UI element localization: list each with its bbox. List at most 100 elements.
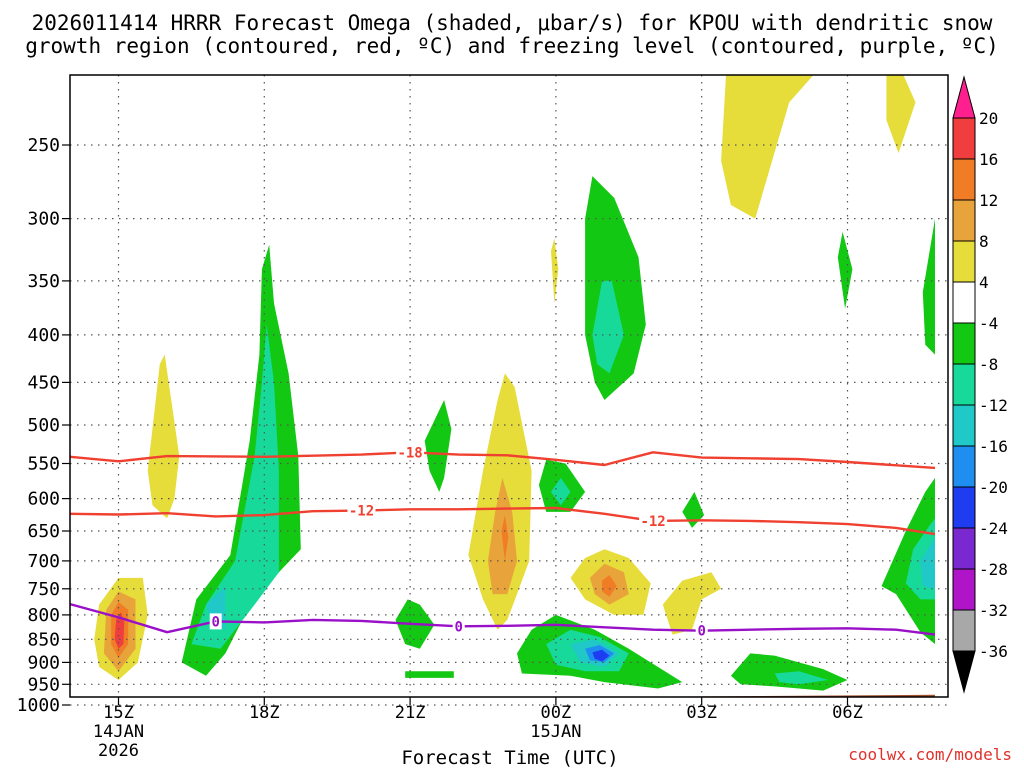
contour-label-3: 0: [211, 614, 219, 630]
omega-region-34: [881, 477, 935, 645]
colorbar-segment-2: [952, 158, 976, 201]
omega-region-24: [682, 491, 705, 528]
omega-region-36: [920, 537, 935, 589]
temperature-contours: -18 -12 -12 0 0 0: [69, 444, 936, 640]
omega-region-33: [922, 218, 935, 355]
y-tick-label-350: 350: [27, 271, 60, 292]
y-tick-label-300: 300: [27, 209, 60, 230]
omega-region-6: [114, 612, 125, 649]
omega-region-16: [886, 75, 916, 153]
omega-region-7: [147, 354, 180, 519]
colorbar-label-8: -16: [979, 437, 1008, 456]
y-tick-label-650: 650: [27, 521, 60, 542]
colorbar-label-12: -32: [979, 601, 1008, 620]
y-tick-label-750: 750: [27, 579, 60, 600]
x-tick-label-06Z: 06Z: [832, 703, 863, 723]
contour-label-bg-4: [452, 618, 465, 635]
omega-region-19: [592, 280, 624, 374]
y-tick-label-450: 450: [27, 372, 60, 393]
omega-region-18: [585, 176, 646, 400]
colorbar-top-triangle: [952, 75, 976, 119]
y-tick-label-600: 600: [27, 489, 60, 510]
contour-line-1: [69, 506, 936, 536]
omega-region-37: [405, 671, 454, 678]
colorbar-label-1: 16: [979, 150, 998, 169]
colorbar-label-3: 8: [979, 232, 989, 251]
omega-region-31: [774, 671, 829, 685]
colorbar-label-0: 20: [979, 109, 998, 128]
y-tick-label-700: 700: [27, 551, 60, 572]
colorbar-segment-4: [952, 240, 976, 283]
contour-label-bg-3: [209, 613, 222, 630]
colorbar-label-5: -4: [979, 314, 998, 333]
x-axis-label: Forecast Time (UTC): [401, 747, 618, 768]
contour-label-0: -18: [397, 445, 422, 461]
colorbar-segment-5: [952, 281, 976, 324]
colorbar-segment-13: [952, 609, 976, 652]
omega-colorbar: 20 16 12 8 4 -4 -8 -12 -16 -20 -24 -28 -32 -36: [952, 75, 1008, 694]
colorbar-segment-7: [952, 363, 976, 406]
colorbar-segment-10: [952, 486, 976, 529]
x-tick-label-21Z: 21Z: [395, 703, 426, 723]
contour-label-bg-2: [639, 512, 668, 529]
x-tick-year-15Z: 2026: [98, 741, 139, 761]
contour-label-2: -12: [640, 514, 665, 530]
chart-title-line1: 2026011414 HRRR Forecast Omega (shaded, …: [32, 11, 993, 35]
x-tick-label-03Z: 03Z: [686, 703, 717, 723]
contour-label-bg-1: [347, 502, 376, 519]
x-tick-date-15Z: 14JAN: [93, 722, 144, 742]
colorbar-label-6: -8: [979, 355, 998, 374]
omega-region-32: [837, 231, 853, 309]
omega-region-30: [730, 653, 848, 691]
colorbar-segment-12: [952, 568, 976, 611]
contour-label-1: -12: [349, 504, 374, 520]
contour-label-bg-5: [695, 622, 708, 639]
colorbar-label-13: -36: [979, 642, 1008, 661]
y-tick-label-250: 250: [27, 135, 60, 156]
omega-region-29: [592, 649, 610, 662]
omega-region-13: [602, 575, 617, 597]
y-tick-label-950: 950: [27, 674, 60, 695]
x-tick-label-15Z: 15Z: [103, 703, 134, 723]
chart-title-line2: growth region (contoured, red, ºC) and f…: [25, 34, 999, 58]
omega-region-10: [501, 515, 509, 561]
omega-region-14: [662, 572, 722, 635]
omega-region-17: [551, 238, 559, 304]
y-tick-label-550: 550: [27, 454, 60, 475]
colorbar-label-10: -24: [979, 519, 1008, 538]
omega-region-1: [191, 324, 279, 649]
colorbar-segment-3: [952, 199, 976, 242]
plot-frame: [69, 74, 949, 698]
colorbar-bottom-triangle: [952, 650, 976, 694]
omega-region-23: [551, 477, 571, 506]
y-tick-label-850: 850: [27, 629, 60, 650]
watermark: coolwx.com/models: [848, 745, 1012, 764]
colorbar-segment-9: [952, 445, 976, 488]
contour-label-5: 0: [697, 624, 705, 640]
contour-label-bg-0: [396, 444, 425, 461]
pressure-axis: 2503003504004505005506006507007508008509…: [17, 135, 70, 716]
y-tick-label-1000: 1000: [17, 695, 60, 716]
omega-region-20: [424, 400, 452, 492]
x-tick-label-00Z: 00Z: [541, 703, 572, 723]
colorbar-label-11: -28: [979, 560, 1008, 579]
y-tick-label-800: 800: [27, 605, 60, 626]
colorbar-segment-1: [952, 117, 976, 160]
colorbar-label-9: -20: [979, 478, 1008, 497]
x-tick-label-18Z: 18Z: [249, 703, 280, 723]
colorbar-segment-6: [952, 322, 976, 365]
y-tick-label-900: 900: [27, 652, 60, 673]
colorbar-segment-11: [952, 527, 976, 570]
colorbar-segment-8: [952, 404, 976, 447]
y-tick-label-400: 400: [27, 325, 60, 346]
colorbar-label-4: 4: [979, 273, 989, 292]
omega-region-15: [721, 75, 814, 219]
grid-lines: [70, 75, 948, 706]
omega-shading: [94, 75, 935, 691]
contour-label-4: 0: [454, 619, 462, 635]
x-tick-date-00Z: 15JAN: [530, 722, 581, 742]
colorbar-label-7: -12: [979, 396, 1008, 415]
